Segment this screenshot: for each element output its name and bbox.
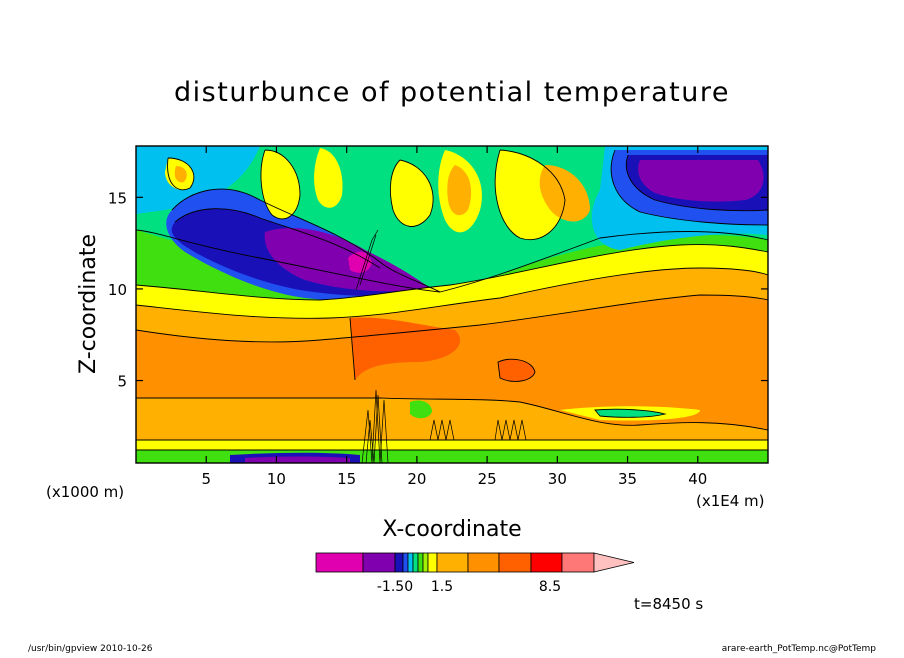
colorbar-segment — [362, 552, 396, 573]
plot-frame — [135, 145, 769, 464]
x-tick-label: 15 — [337, 470, 356, 488]
x-axis-unit-left: (x1000 m) — [46, 483, 124, 501]
colorbar-labels: -1.50 1.5 8.5 — [377, 579, 561, 595]
colorbar-segment — [412, 552, 419, 573]
x-axis-ticks: 5 10 15 20 25 30 35 40 — [201, 146, 707, 488]
colorbar-segment — [422, 552, 429, 573]
colorbar-label: 8.5 — [539, 579, 561, 595]
colorbar-arrow — [593, 552, 635, 573]
contour-field — [136, 146, 768, 463]
footer-right: arare-earth_PotTemp.nc@PotTemp — [722, 644, 877, 654]
colorbar-segment — [436, 552, 469, 573]
colorbar-segment — [467, 552, 500, 573]
x-tick-label: 10 — [267, 470, 286, 488]
colorbar — [315, 552, 635, 573]
x-axis-label: X-coordinate — [382, 517, 521, 542]
x-tick-label: 25 — [478, 470, 497, 488]
x-axis-unit-right: (x1E4 m) — [696, 492, 765, 510]
colorbar-segment — [498, 552, 532, 573]
colorbar-segment — [417, 552, 424, 573]
x-tick-label: 40 — [688, 470, 707, 488]
x-tick-label: 30 — [548, 470, 567, 488]
footer-left: /usr/bin/gpview 2010-10-26 — [28, 644, 153, 654]
colorbar-label: 1.5 — [431, 579, 453, 595]
x-tick-label: 35 — [618, 470, 637, 488]
colorbar-segment — [315, 552, 364, 573]
y-axis-ticks: 5 10 15 — [108, 189, 768, 391]
x-tick-label: 5 — [201, 470, 211, 488]
y-axis-label: Z-coordinate — [76, 234, 101, 374]
y-tick-label: 15 — [108, 189, 127, 207]
colorbar-segment — [402, 552, 409, 573]
time-annotation: t=8450 s — [634, 595, 703, 613]
colorbar-segment — [427, 552, 438, 573]
chart-title: disturbunce of potential temperature — [174, 77, 730, 108]
y-tick-label: 10 — [108, 281, 127, 299]
colorbar-segment — [530, 552, 563, 573]
y-tick-label: 5 — [117, 373, 127, 391]
x-tick-label: 20 — [407, 470, 426, 488]
colorbar-segment — [407, 552, 414, 573]
colorbar-segment — [394, 552, 404, 573]
colorbar-segment — [561, 552, 595, 573]
colorbar-label: -1.50 — [377, 579, 413, 595]
